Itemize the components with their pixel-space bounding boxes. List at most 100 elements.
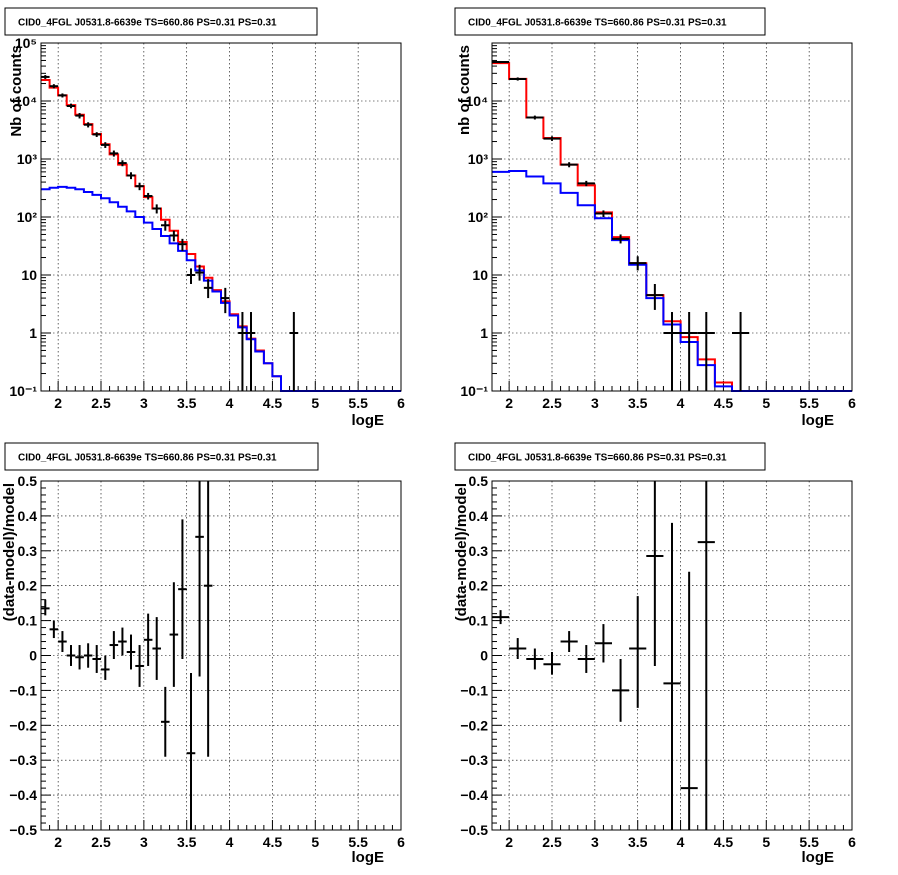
data-point (509, 77, 527, 81)
data-point (195, 481, 204, 677)
x-tick-label: 5.5 (348, 834, 368, 850)
x-tick-label: 3.5 (628, 834, 648, 850)
data-point (75, 113, 84, 119)
data-point (178, 519, 187, 659)
x-tick-label: 2.5 (542, 395, 562, 411)
data-point (169, 582, 179, 687)
data-point (663, 312, 681, 391)
x-tick-label: 5.5 (348, 395, 368, 411)
x-tick-label: 5 (311, 834, 319, 850)
y-axis-label: (data-model)/model (1, 483, 18, 621)
y-tick-label: −0.1 (460, 682, 488, 698)
data-point (492, 60, 510, 64)
x-tick-label: 4.5 (263, 395, 283, 411)
y-tick-label: 10² (468, 209, 489, 225)
x-tick-label: 3 (591, 395, 599, 411)
data-point (109, 150, 119, 157)
y-tick-label: 0.4 (18, 508, 38, 524)
y-tick-label: −0.2 (9, 717, 37, 733)
data-points (41, 481, 213, 830)
data-point (577, 180, 595, 187)
data-point (577, 645, 595, 673)
data-point (629, 596, 647, 708)
y-axis-label: nb of counts (456, 45, 473, 135)
data-point (75, 645, 84, 670)
grid-lines (41, 481, 401, 830)
x-axis-label: logE (802, 849, 835, 866)
data-point (101, 655, 110, 680)
x-tick-label: 4 (677, 395, 685, 411)
chart-counts-right: CID0_4FGL J0531.8-6639e TS=660.86 PS=0.3… (454, 7, 856, 429)
x-tick-label: 2.5 (542, 834, 562, 850)
y-tick-label: 0.5 (469, 473, 489, 489)
y-tick-label: 0.1 (18, 613, 38, 629)
x-tick-label: 3 (140, 834, 148, 850)
title-box (454, 442, 766, 471)
data-point (135, 182, 144, 191)
x-tick-label: 5.5 (799, 834, 819, 850)
data-point (680, 571, 698, 830)
data-point (646, 481, 664, 666)
x-axis-label: logE (352, 849, 385, 866)
y-tick-label: 0.2 (18, 578, 38, 594)
x-tick-label: 4.5 (714, 834, 734, 850)
y-tick-label: 0.2 (469, 578, 489, 594)
histogram-total-model (41, 79, 401, 392)
title-box (454, 7, 766, 36)
data-point (594, 624, 612, 663)
data-point (560, 631, 578, 653)
data-point (118, 160, 127, 167)
data-point (58, 631, 67, 653)
x-tick-label: 3.5 (177, 395, 197, 411)
x-tick-label: 2.5 (91, 395, 111, 411)
data-point (697, 481, 715, 830)
x-tick-label: 2 (505, 834, 513, 850)
data-point (143, 192, 153, 200)
x-tick-label: 4 (226, 395, 234, 411)
x-tick-label: 5 (762, 834, 770, 850)
axis-ticks (491, 480, 853, 831)
title-box (4, 7, 318, 36)
y-tick-label: 10² (17, 209, 38, 225)
chart-title: CID0_4FGL J0531.8-6639e TS=660.86 PS=0.3… (468, 18, 727, 29)
data-point (41, 75, 50, 79)
x-tick-label: 3 (140, 395, 148, 411)
data-point (560, 162, 578, 168)
data-point (58, 93, 67, 98)
data-point (543, 136, 561, 141)
data-point (143, 613, 153, 666)
data-point (663, 522, 681, 830)
data-point (203, 481, 213, 757)
y-tick-label: −0.3 (460, 752, 488, 768)
x-axis-label: logE (352, 412, 385, 429)
data-point (135, 645, 144, 687)
plot-frame (40, 42, 402, 392)
data-point (186, 268, 196, 284)
y-tick-label: 10⁻¹ (9, 383, 37, 399)
y-tick-label: 10⁻¹ (460, 383, 488, 399)
data-point (612, 234, 630, 244)
data-point (66, 103, 76, 109)
data-points (492, 60, 750, 391)
y-tick-label: 0 (480, 648, 488, 664)
x-tick-label: 5 (762, 395, 770, 411)
x-tick-label: 3.5 (628, 395, 648, 411)
x-tick-label: 4.5 (714, 395, 734, 411)
data-point (680, 312, 698, 391)
chart-counts-left: CID0_4FGL J0531.8-6639e TS=660.86 PS=0.3… (4, 7, 405, 429)
data-point (289, 312, 299, 391)
data-point (195, 264, 204, 281)
data-point (152, 617, 161, 680)
y-tick-label: 1 (480, 325, 488, 341)
data-point (126, 634, 136, 670)
y-tick-label: −0.5 (9, 822, 37, 838)
data-point (178, 238, 187, 251)
y-tick-label: 10³ (17, 151, 38, 167)
data-point (83, 643, 93, 668)
data-point (203, 279, 213, 299)
data-point (49, 620, 59, 639)
data-point (543, 652, 561, 675)
y-axis-label: (data-model)/model (453, 483, 470, 621)
data-point (221, 287, 230, 314)
data-point (732, 312, 750, 391)
